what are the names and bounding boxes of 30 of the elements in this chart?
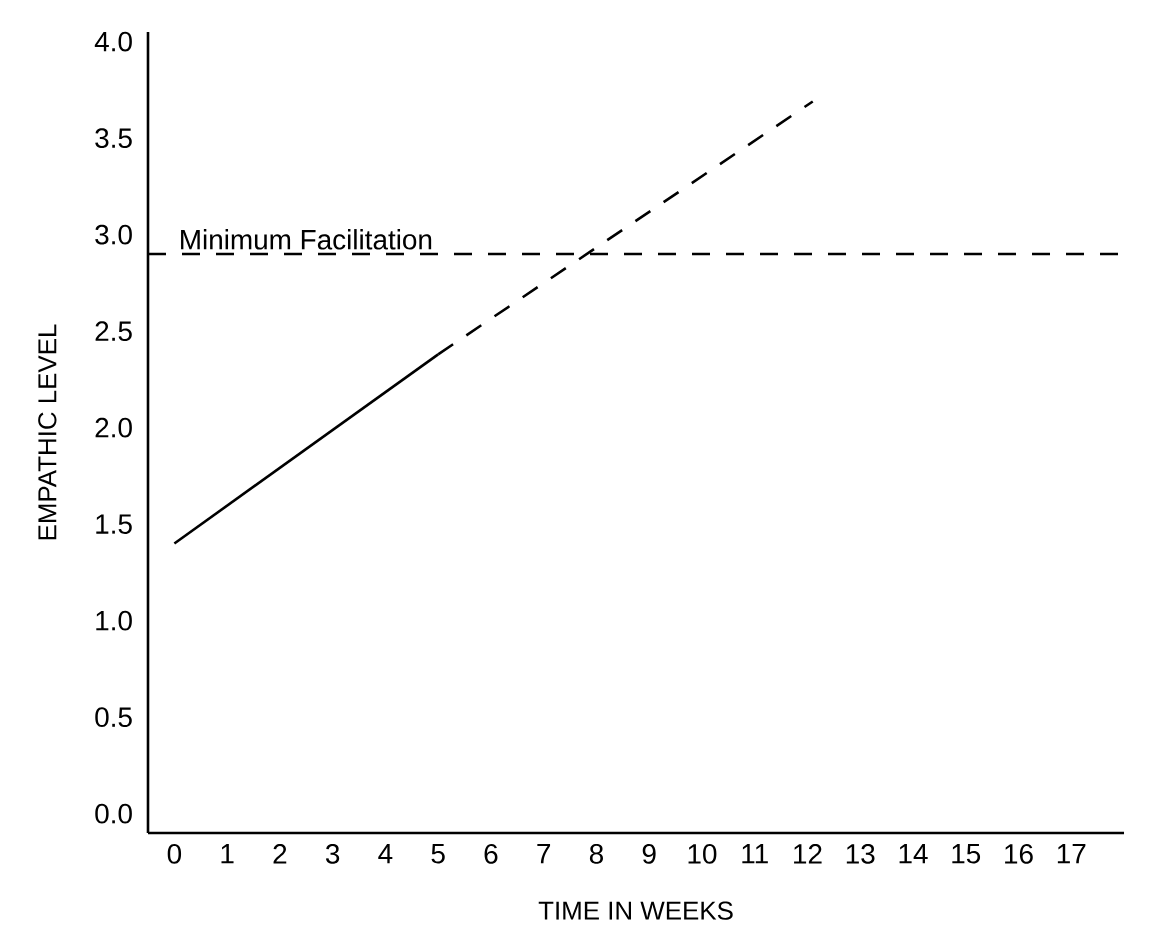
x-tick-label: 6: [484, 844, 498, 864]
y-axis-title: EMPATHIC LEVEL: [38, 324, 57, 540]
y-tick-label: 2.5: [95, 321, 132, 342]
x-tick-label: 1: [221, 844, 234, 864]
ref-line-label: Minimum Facilitation: [181, 229, 432, 250]
x-tick-label: 14: [899, 844, 928, 864]
x-tick-label: 13: [846, 844, 875, 864]
x-tick-label: 4: [378, 844, 393, 864]
x-tick-label: 2: [273, 844, 287, 864]
y-tick-label: 0.5: [95, 707, 132, 728]
y-tick-label: 3.0: [95, 224, 132, 245]
x-tick-label: 10: [688, 844, 717, 864]
x-tick-label: 16: [1005, 844, 1033, 864]
x-axis-title: TIME IN WEEKS: [538, 901, 733, 920]
y-tick-label: 2.0: [95, 417, 132, 438]
y-tick-label: 3.5: [95, 128, 132, 149]
x-tick-label: 7: [537, 844, 551, 864]
y-tick-label: 1.5: [96, 514, 132, 534]
x-tick-label: 9: [642, 844, 656, 864]
x-tick-label: 12: [794, 844, 822, 864]
x-tick-label: 17: [1057, 844, 1086, 864]
x-tick-label: 11: [742, 844, 768, 864]
x-tick-label: 8: [589, 844, 603, 864]
y-tick-label: 0.0: [95, 803, 132, 824]
x-tick-label: 15: [952, 844, 981, 864]
x-tick-label: 3: [325, 844, 340, 864]
x-tick-label: 0: [167, 844, 182, 864]
y-tick-label: 1.0: [96, 610, 132, 631]
x-tick-label: 5: [431, 844, 445, 864]
y-tick-label: 4.0: [94, 31, 132, 52]
